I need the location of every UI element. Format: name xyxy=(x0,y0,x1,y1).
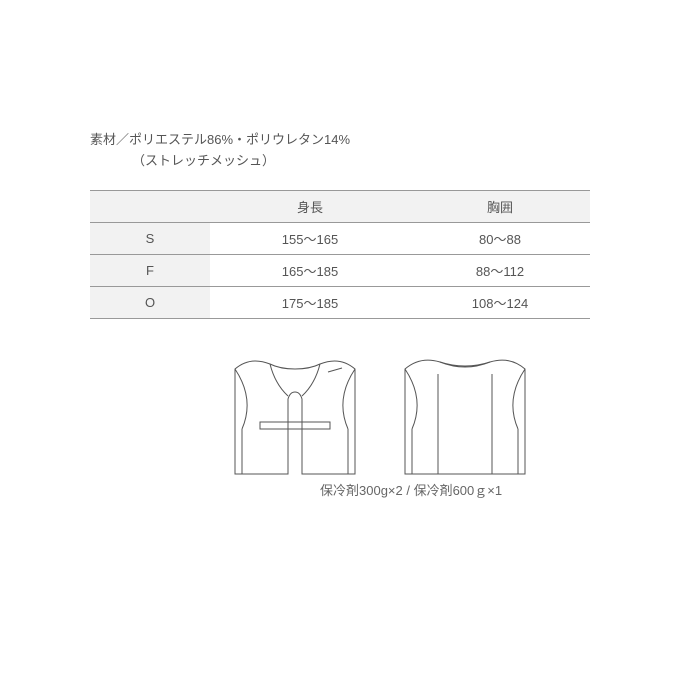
cell-chest: 80～88 xyxy=(410,222,590,254)
size-chart-table: 身長 胸囲 S 155～165 80～88 F 165～185 88～112 O… xyxy=(90,190,590,319)
material-line-1: 素材／ポリエステル86%・ポリウレタン14% xyxy=(90,132,350,147)
cell-size: S xyxy=(90,222,210,254)
material-text: 素材／ポリエステル86%・ポリウレタン14% （ストレッチメッシュ） xyxy=(90,130,630,172)
vest-diagram-block xyxy=(220,344,630,489)
table-header-row: 身長 胸囲 xyxy=(90,190,590,222)
header-size xyxy=(90,190,210,222)
table-row: O 175～185 108～124 xyxy=(90,286,590,318)
cell-height: 155～165 xyxy=(210,222,410,254)
coolant-note: 保冷剤300g×2 / 保冷剤600ｇ×1 xyxy=(320,480,502,499)
table-row: F 165～185 88～112 xyxy=(90,254,590,286)
cell-chest: 108～124 xyxy=(410,286,590,318)
cell-size: O xyxy=(90,286,210,318)
cell-chest: 88～112 xyxy=(410,254,590,286)
cell-height: 165～185 xyxy=(210,254,410,286)
table-row: S 155～165 80～88 xyxy=(90,222,590,254)
vest-line-drawing xyxy=(220,344,550,484)
product-spec-block: 素材／ポリエステル86%・ポリウレタン14% （ストレッチメッシュ） 身長 胸囲… xyxy=(90,130,630,489)
header-height: 身長 xyxy=(210,190,410,222)
header-chest: 胸囲 xyxy=(410,190,590,222)
cell-size: F xyxy=(90,254,210,286)
cell-height: 175～185 xyxy=(210,286,410,318)
material-line-2: （ストレッチメッシュ） xyxy=(132,153,275,168)
